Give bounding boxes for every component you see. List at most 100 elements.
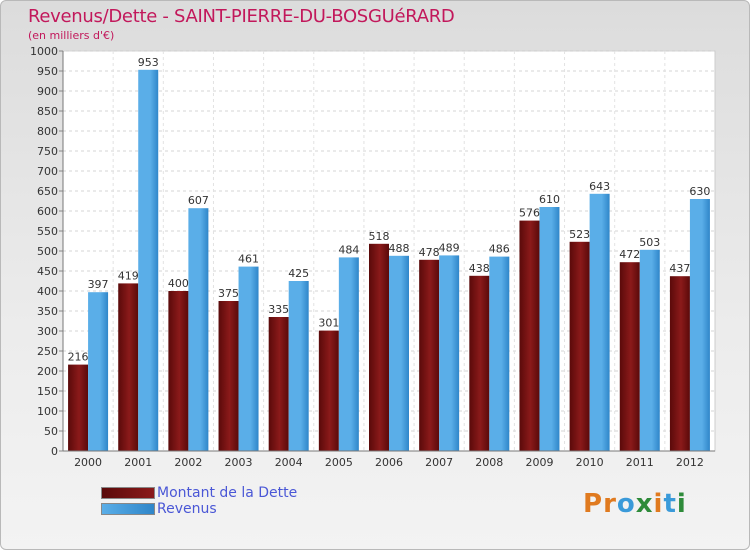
bar-dette-2003 [218, 301, 239, 451]
x-tick-label-2005: 2005 [325, 456, 353, 469]
y-tick-label: 450 [37, 265, 58, 278]
data-label-revenus-2003: 461 [238, 253, 259, 266]
bar-dette-2000 [68, 364, 89, 451]
bar-revenus-2001 [138, 69, 159, 452]
bar-revenus-2004 [288, 281, 309, 451]
bar-revenus-2002 [188, 208, 209, 451]
bar-revenus-2006 [389, 255, 409, 451]
bar-dette-2004 [268, 317, 289, 451]
x-tick-label-2007: 2007 [425, 456, 453, 469]
data-label-revenus-2012: 630 [689, 185, 710, 198]
logo-letter: x [635, 489, 654, 519]
x-tick-label-2001: 2001 [124, 456, 152, 469]
data-label-dette-2009: 576 [519, 207, 540, 220]
y-tick-label: 850 [37, 105, 58, 118]
bar-dette-2006 [369, 243, 389, 451]
y-tick-label: 600 [37, 205, 58, 218]
bar-revenus-2000 [88, 292, 109, 451]
y-tick-label: 0 [51, 445, 58, 458]
chart-subtitle: (en milliers d'€) [28, 29, 115, 42]
logo-letter: o [616, 489, 636, 519]
bar-revenus-2008 [489, 256, 510, 451]
x-tick-label-2006: 2006 [375, 456, 403, 469]
y-tick-label: 50 [44, 425, 58, 438]
proxiti-logo: Proxiti [583, 489, 687, 519]
x-tick-label-2004: 2004 [275, 456, 303, 469]
y-tick-label: 800 [37, 125, 58, 138]
data-label-dette-2004: 335 [268, 303, 289, 316]
x-tick-label-2010: 2010 [576, 456, 604, 469]
bar-dette-2001 [118, 283, 139, 451]
y-tick-label: 700 [37, 165, 58, 178]
y-tick-label: 300 [37, 325, 58, 338]
logo-letter: i [653, 489, 664, 519]
data-label-revenus-2009: 610 [539, 193, 560, 206]
y-tick-label: 950 [37, 65, 58, 78]
x-tick-label-2002: 2002 [174, 456, 202, 469]
data-label-dette-2006: 518 [369, 230, 390, 243]
bar-revenus-2007 [439, 255, 460, 451]
data-label-dette-2003: 375 [218, 287, 239, 300]
logo-letter: t [663, 489, 677, 519]
data-label-revenus-2006: 488 [389, 242, 410, 255]
data-label-dette-2002: 400 [168, 277, 189, 290]
data-label-dette-2011: 472 [619, 248, 640, 261]
data-label-revenus-2001: 953 [138, 56, 159, 69]
x-tick-label-2011: 2011 [626, 456, 654, 469]
data-label-revenus-2002: 607 [188, 194, 209, 207]
logo-letter: r [603, 489, 617, 519]
data-label-dette-2000: 216 [68, 351, 89, 364]
bar-revenus-2010 [589, 193, 610, 452]
x-tick-label-2012: 2012 [676, 456, 704, 469]
bar-dette-2005 [318, 330, 339, 451]
y-tick-label: 150 [37, 385, 58, 398]
bar-dette-2009 [519, 220, 540, 451]
data-label-revenus-2004: 425 [288, 267, 309, 280]
y-tick-label: 200 [37, 365, 58, 378]
data-label-revenus-2010: 643 [589, 180, 610, 193]
data-label-revenus-2005: 484 [338, 243, 359, 256]
y-tick-label: 400 [37, 285, 58, 298]
data-label-dette-2007: 478 [419, 246, 440, 259]
logo-letter: P [583, 489, 604, 519]
data-label-revenus-2008: 486 [489, 243, 510, 256]
legend-label-dette: Montant de la Dette [157, 485, 298, 501]
data-label-dette-2008: 438 [469, 262, 490, 275]
y-tick-label: 100 [37, 405, 58, 418]
y-tick-label: 900 [37, 85, 58, 98]
y-tick-label: 550 [37, 225, 58, 238]
y-tick-label: 250 [37, 345, 58, 358]
x-tick-label-2003: 2003 [225, 456, 253, 469]
bar-revenus-2003 [238, 266, 259, 451]
y-tick-label: 500 [37, 245, 58, 258]
bar-revenus-2009 [539, 207, 560, 451]
data-label-revenus-2007: 489 [439, 241, 460, 254]
y-tick-label: 350 [37, 305, 58, 318]
y-tick-label: 750 [37, 145, 58, 158]
data-label-dette-2010: 523 [569, 228, 590, 241]
legend-swatch-dette [101, 487, 155, 499]
bar-dette-2012 [669, 276, 690, 451]
chart-title: Revenus/Dette - SAINT-PIERRE-DU-BOSGUéRA… [28, 6, 455, 27]
data-label-revenus-2000: 397 [88, 278, 109, 291]
bar-dette-2007 [419, 259, 440, 451]
data-label-dette-2005: 301 [318, 317, 339, 330]
data-label-dette-2012: 437 [669, 262, 690, 275]
x-tick-label-2000: 2000 [74, 456, 102, 469]
bar-revenus-2012 [689, 199, 710, 451]
x-tick-label-2009: 2009 [525, 456, 553, 469]
data-label-dette-2001: 419 [118, 269, 139, 282]
bar-dette-2011 [619, 262, 640, 451]
data-label-revenus-2011: 503 [639, 236, 660, 249]
y-tick-label: 650 [37, 185, 58, 198]
bar-revenus-2005 [338, 257, 359, 451]
bar-dette-2010 [569, 241, 590, 451]
legend-label-revenus: Revenus [157, 501, 217, 517]
y-tick-label: 1000 [30, 45, 58, 58]
bar-dette-2008 [469, 275, 490, 451]
bar-revenus-2011 [639, 249, 660, 451]
bar-dette-2002 [168, 291, 189, 451]
logo-letter: i [676, 489, 687, 519]
